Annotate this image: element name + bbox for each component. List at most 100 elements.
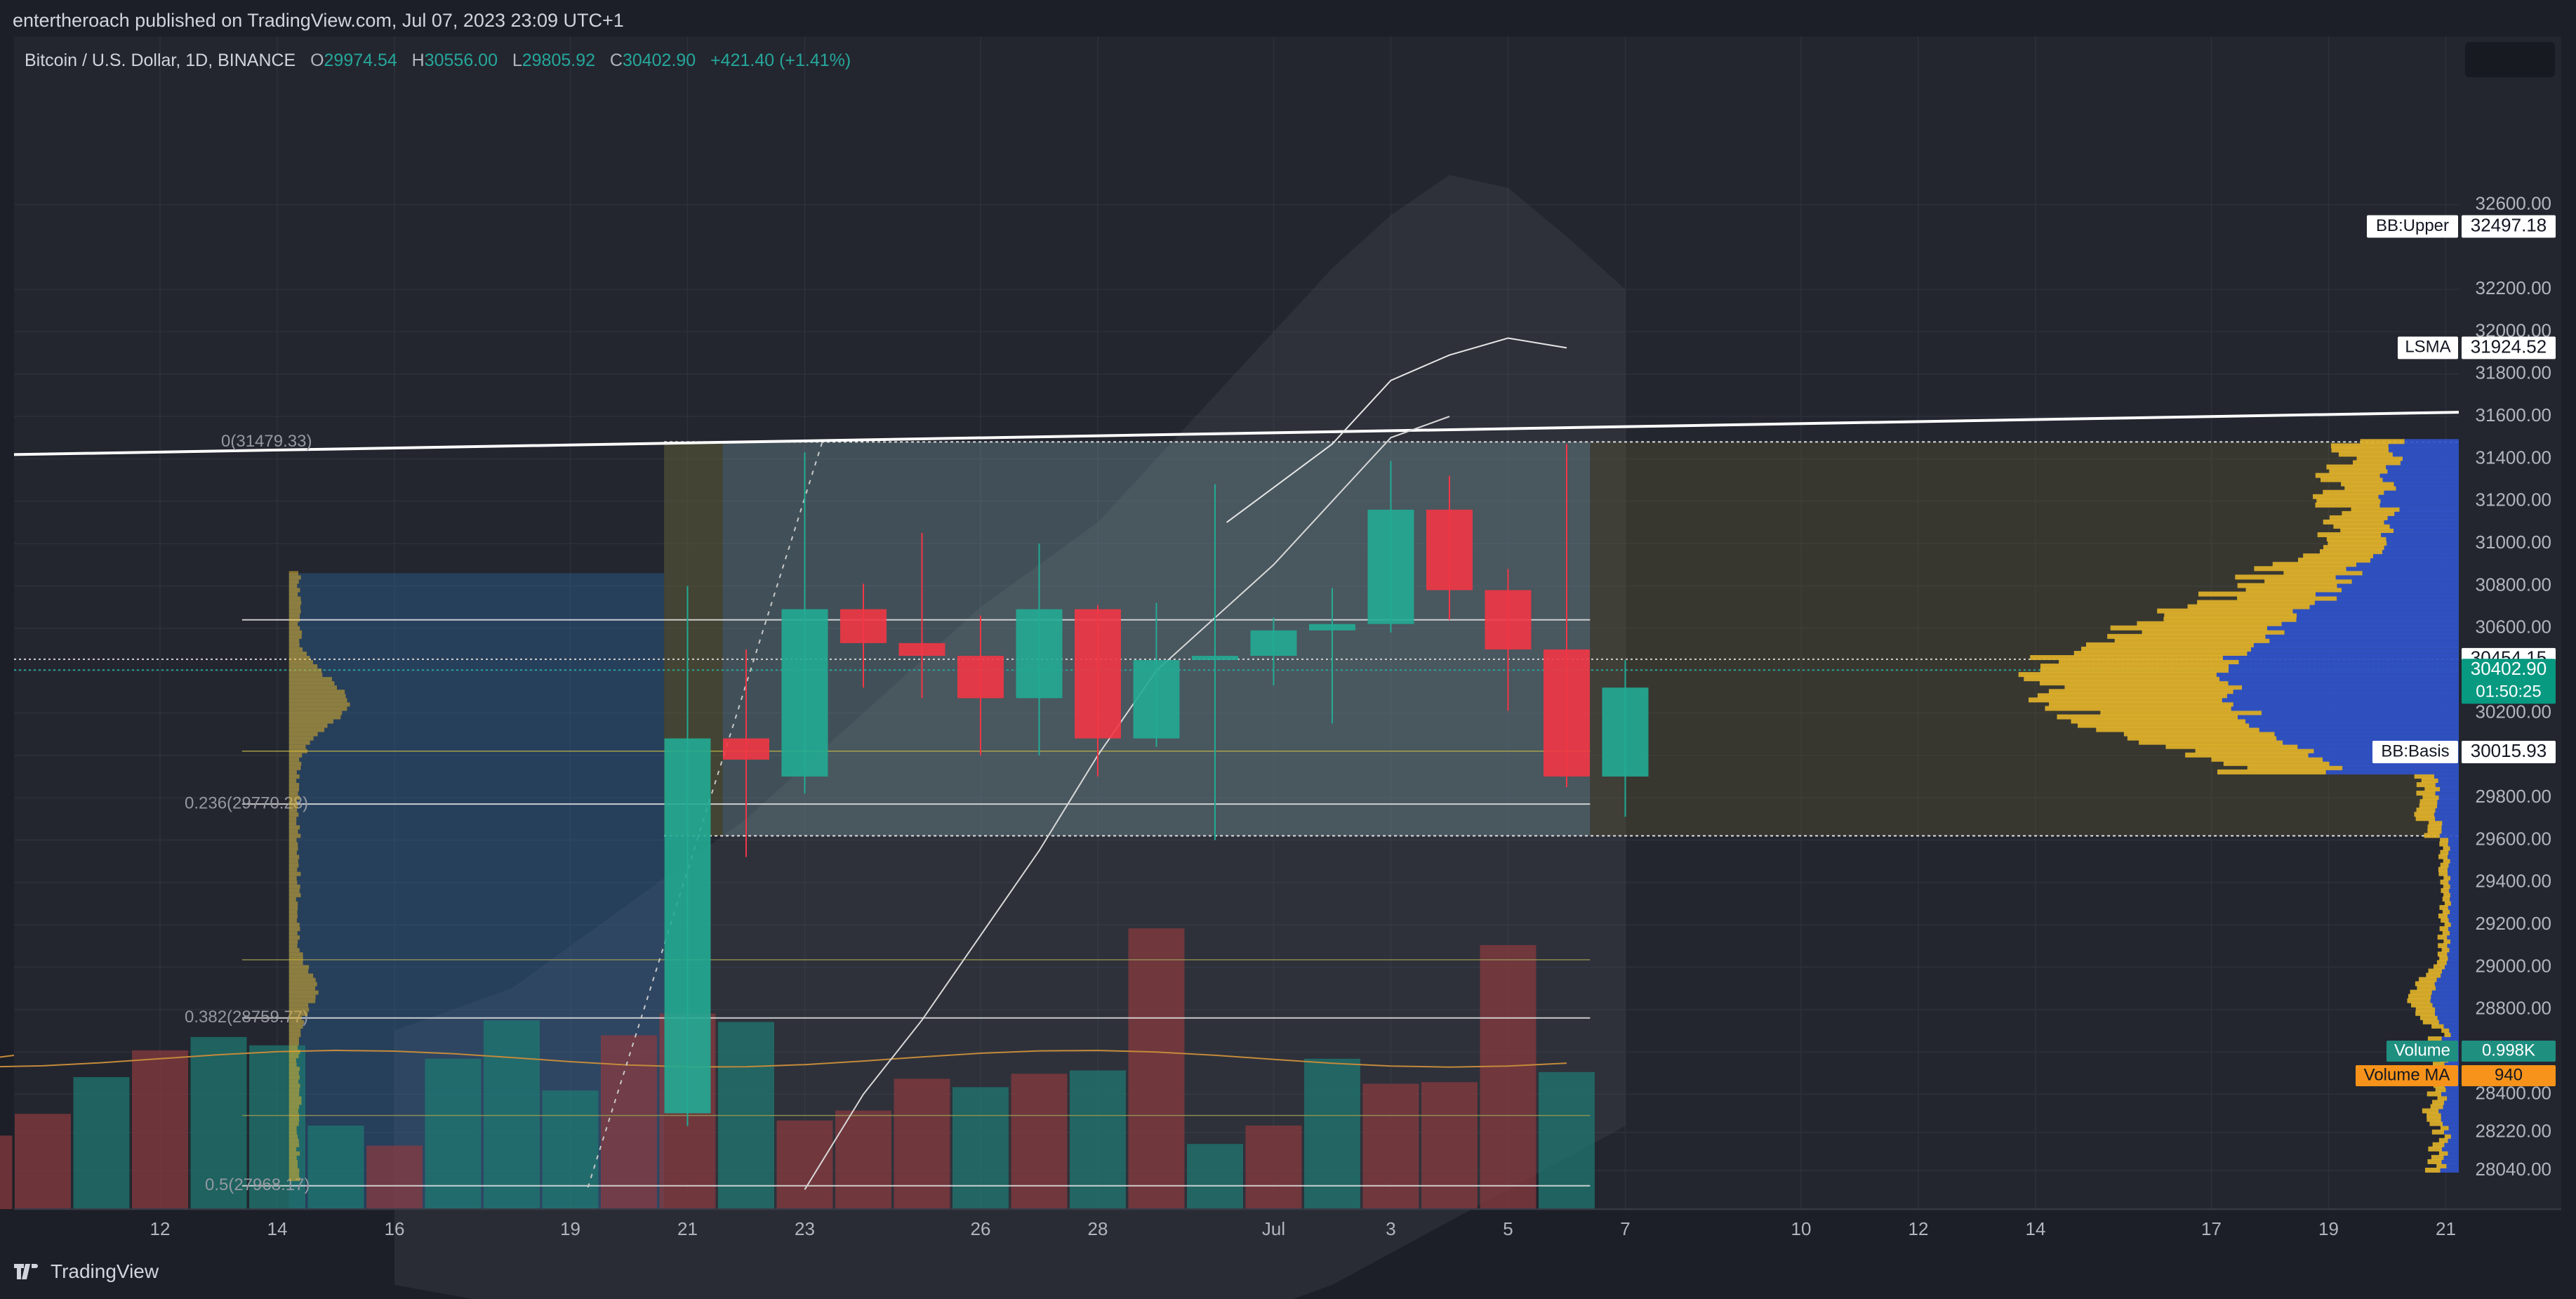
volume-profile-bar-down (2440, 786, 2459, 791)
volume-profile-bar-down (2435, 1011, 2459, 1016)
range-profile-bar (289, 614, 300, 618)
range-profile-bar (289, 1075, 300, 1079)
volume-bar (543, 1090, 599, 1209)
range-profile-bar (289, 1156, 297, 1160)
volume-profile-bar-up (2427, 829, 2441, 833)
volume-profile-bar-down (2448, 880, 2459, 885)
volume-profile-bar-up (2426, 1117, 2441, 1122)
volume-value-label: 0.998K (2482, 1041, 2535, 1060)
range-profile-bar (289, 969, 308, 973)
range-profile-bar (289, 944, 298, 948)
range-profile-bar (289, 1067, 300, 1071)
volume-profile-bar-down (2450, 939, 2459, 944)
volume-profile-bar-down (2403, 456, 2459, 461)
range-profile-bar (289, 762, 302, 766)
volume-profile-bar-down (2316, 592, 2459, 597)
volume-profile-bar-up (2224, 761, 2330, 766)
volume-profile-bar-up (2429, 820, 2442, 825)
range-profile-bar (289, 652, 307, 656)
price-tick-label: 29400.00 (2476, 871, 2551, 892)
volume-profile-bar-up (2441, 1126, 2449, 1130)
volume-profile-bar-up (2433, 1142, 2445, 1147)
range-profile-bar (289, 664, 318, 668)
range-profile-bar (289, 1079, 298, 1083)
volume-profile-bar-up (2436, 1163, 2446, 1168)
volume-profile-bar-up (2316, 499, 2380, 503)
footer-brand-text: TradingView (51, 1260, 159, 1283)
volume-profile-bar-down (2441, 1091, 2459, 1096)
range-profile-bar (289, 897, 296, 902)
footer-brand[interactable]: TradingView (14, 1260, 159, 1283)
range-profile-bar (289, 804, 298, 808)
volume-profile-bar-up (2323, 520, 2384, 525)
volume-profile-bar-down (2222, 697, 2459, 702)
volume-profile-bar-down (2386, 536, 2459, 541)
volume-profile-bar-down (2447, 951, 2459, 956)
volume-profile-bar-up (2431, 1024, 2443, 1029)
volume-profile-bar-up (2341, 482, 2394, 487)
range-profile-bar (289, 1160, 298, 1164)
volume-bar (1363, 1084, 1419, 1210)
volume-bar (484, 1020, 540, 1209)
volume-profile-bar-up (2029, 697, 2222, 702)
volume-profile-bar-down (2326, 770, 2459, 774)
volume-profile-bar-down (2315, 600, 2459, 605)
range-profile-bar (289, 635, 302, 639)
price-tick-label: 32600.00 (2476, 192, 2551, 213)
volume-profile-bar-down (2394, 528, 2459, 533)
volume-profile-bar-down (2217, 672, 2459, 677)
symbol-legend: Bitcoin / U.S. Dollar, 1D, BINANCE O2997… (25, 51, 851, 71)
volume-profile-bar-up (2357, 456, 2403, 461)
volume-profile-bar-down (2269, 638, 2459, 643)
range-profile-bar (289, 1054, 299, 1058)
volume-profile-bar-up (2019, 672, 2217, 677)
volume-profile-bar-up (2415, 774, 2435, 779)
volume-profile-bar-down (2442, 968, 2459, 973)
lsma-tag: LSMA (2405, 338, 2450, 357)
range-profile-bar (289, 753, 303, 758)
volume-profile-bar-down (2431, 994, 2459, 999)
range-profile-bar (289, 631, 302, 635)
volume-profile-bar-up (2313, 494, 2379, 499)
volume-bar (1246, 1126, 1302, 1209)
volume-profile-bar-down (2449, 863, 2459, 868)
volume-profile-bar-up (2040, 668, 2229, 673)
range-profile-bar (289, 1058, 296, 1062)
range-profile-bar (289, 685, 337, 690)
volume-profile-bar-down (2229, 664, 2459, 668)
legend-high-label: H (412, 51, 425, 70)
volume-profile-bar-down (2451, 922, 2459, 927)
volume-profile-bar-down (2450, 859, 2459, 864)
range-profile-bar (289, 1118, 299, 1122)
volume-profile-bar-down (2380, 503, 2459, 508)
legend-open-value: 29974.54 (324, 51, 397, 70)
range-profile-bar (289, 881, 298, 885)
volume-profile-bar-down (2381, 499, 2459, 503)
range-profile-bar (289, 770, 297, 774)
volume-profile-bar-up (2283, 570, 2362, 575)
price-tick-label: 29000.00 (2476, 955, 2551, 976)
time-tick-label: 12 (1908, 1218, 1929, 1239)
volume-profile-bar-down (2447, 960, 2459, 965)
volume-profile-bar-down (2442, 1147, 2459, 1152)
volume-profile-bar-down (2433, 1003, 2459, 1008)
time-tick-label: 21 (677, 1218, 698, 1239)
volume-profile-bar-up (2064, 685, 2242, 690)
range-profile-bar (289, 575, 301, 579)
volume-profile-bar-down (2434, 774, 2459, 779)
volume-profile-bar-down (2233, 701, 2459, 706)
volume-profile-bar-up (2419, 799, 2437, 804)
volume-profile-bar-up (2416, 1007, 2436, 1012)
volume-profile-bar-down (2282, 621, 2459, 626)
tradingview-logo-icon (14, 1262, 42, 1281)
volume-profile-bar-up (2441, 1028, 2449, 1033)
volume-profile-bar-up (2030, 655, 2223, 660)
range-profile-bar (289, 838, 297, 842)
volume-profile-bar-up (2408, 998, 2431, 1003)
volume-profile-bar-down (2447, 1095, 2459, 1100)
volume-profile-bar-up (2303, 553, 2373, 558)
volume-profile-bar-up (2353, 460, 2401, 465)
volume-profile-bar-up (2074, 651, 2248, 656)
volume-profile-bar-up (2315, 503, 2379, 508)
